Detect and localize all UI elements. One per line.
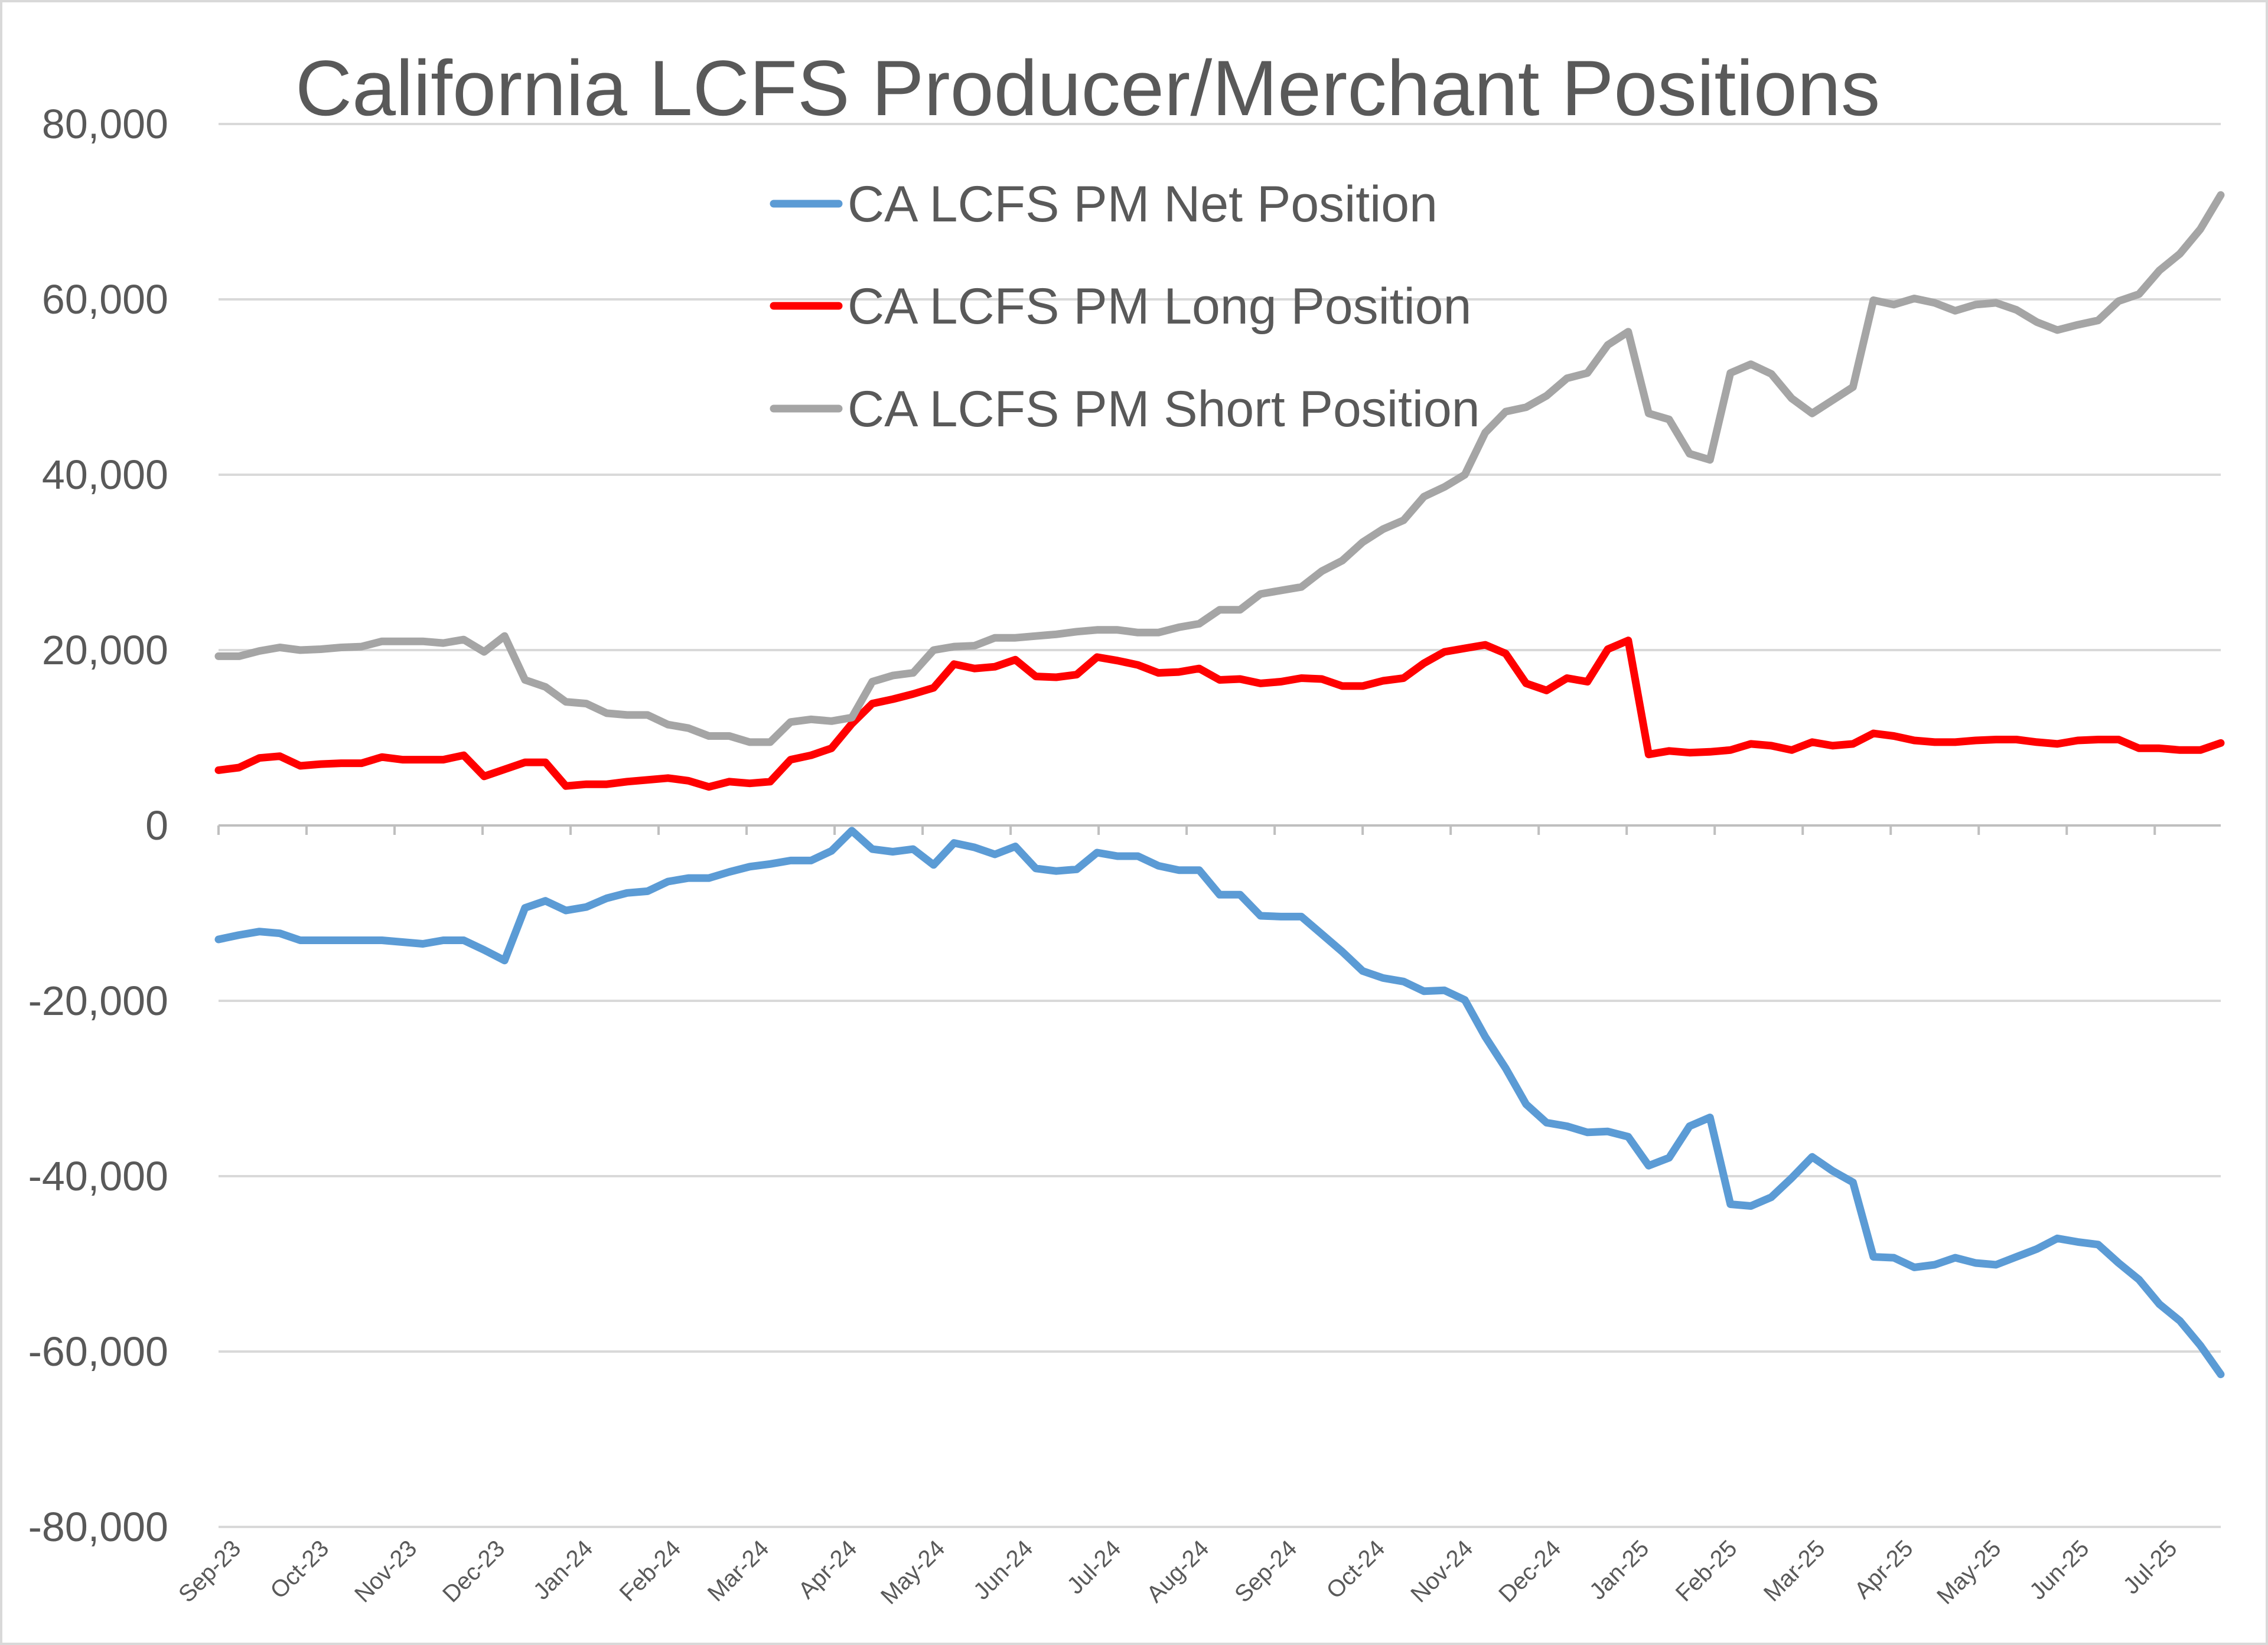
y-tick-label: -60,000 (28, 1329, 168, 1375)
y-tick-label: 60,000 (42, 276, 168, 322)
net-position-line (214, 827, 2225, 1379)
short-position-line (214, 191, 2225, 746)
legend-short: CA LCFS PM Short Position (770, 381, 1480, 438)
legend-net: CA LCFS PM Net Position (770, 176, 1438, 233)
y-tick-label: 40,000 (42, 452, 168, 498)
y-tick-label: -40,000 (28, 1153, 168, 1199)
axes (217, 824, 2221, 835)
y-tick-label: 80,000 (42, 101, 168, 147)
gridlines (219, 123, 2221, 1528)
y-tick-label: -80,000 (28, 1504, 168, 1550)
long-position-line (214, 637, 2225, 791)
data-series (214, 191, 2225, 1379)
legend-long: CA LCFS PM Long Position (770, 278, 1471, 335)
y-axis-tick-labels: 80,000 60,000 40,000 20,000 0 -20,000 -40,000 -… (28, 101, 168, 1550)
legend-label: CA LCFS PM Long Position (848, 278, 1471, 335)
chart-title: California LCFS Producer/Merchant Positi… (295, 45, 1880, 132)
y-tick-label: -20,000 (28, 978, 168, 1024)
legend-label: CA LCFS PM Net Position (848, 176, 1438, 233)
legend: CA LCFS PM Net Position CA LCFS PM Long P… (770, 176, 1480, 438)
legend-label: CA LCFS PM Short Position (848, 381, 1480, 438)
y-tick-label: 20,000 (42, 627, 168, 673)
y-tick-label: 0 (145, 802, 168, 848)
